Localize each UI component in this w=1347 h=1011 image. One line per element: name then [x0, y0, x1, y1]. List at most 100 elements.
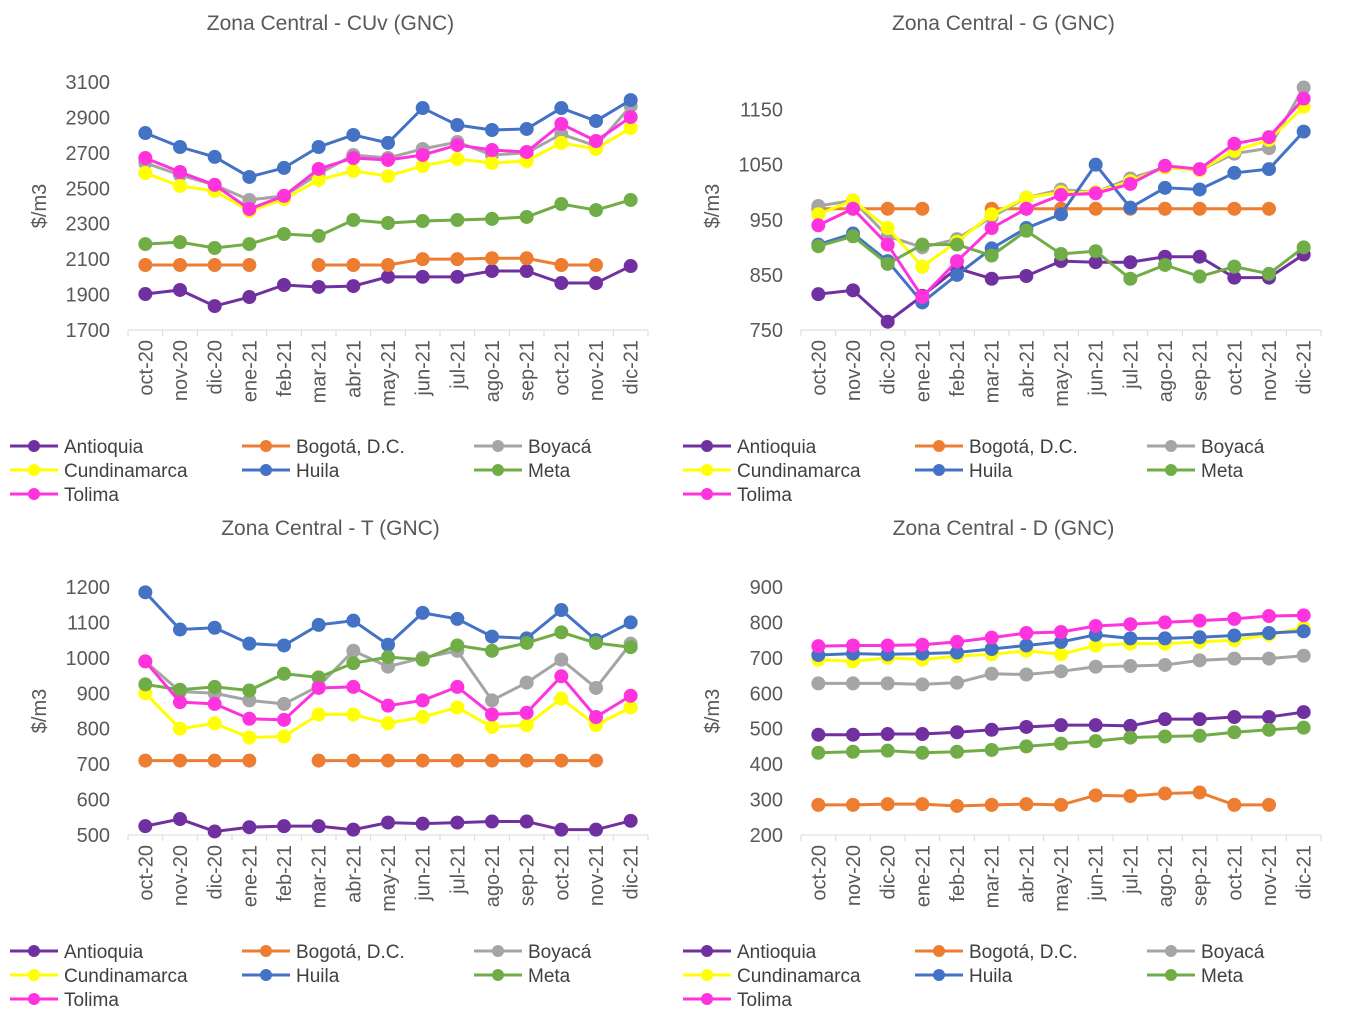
- data-point: [277, 666, 291, 681]
- data-point: [381, 216, 395, 231]
- data-point: [1227, 201, 1242, 216]
- data-point: [1192, 249, 1207, 264]
- x-tick-label: oct-20: [808, 340, 830, 396]
- data-point: [450, 611, 465, 626]
- legend-marker: [1165, 440, 1177, 452]
- data-point: [173, 257, 187, 272]
- data-point: [880, 727, 895, 742]
- data-point: [880, 797, 895, 812]
- legend-marker: [1165, 969, 1177, 981]
- x-tick-label: ago-21: [482, 845, 504, 907]
- data-point: [1262, 162, 1276, 177]
- data-point: [450, 252, 465, 267]
- y-axis-label: $/m3: [29, 689, 51, 733]
- y-tick-label: 1050: [739, 155, 784, 177]
- legend-label: Bogotá, D.C.: [969, 942, 1078, 963]
- data-point: [984, 797, 999, 812]
- x-tick-label: sep-21: [1190, 340, 1212, 401]
- x-tick-label: ene-21: [239, 845, 261, 907]
- data-point: [1054, 736, 1068, 751]
- x-tick-label: dic-21: [1294, 340, 1316, 394]
- data-point: [1192, 728, 1207, 743]
- data-point: [346, 643, 361, 658]
- legend-entry: Cundinamarca: [683, 461, 861, 482]
- legend-label: Meta: [528, 461, 571, 482]
- data-point: [242, 636, 257, 651]
- data-point: [311, 257, 326, 272]
- data-point: [242, 202, 257, 217]
- data-point: [554, 669, 569, 684]
- data-point: [415, 269, 430, 284]
- x-tick-label: dic-20: [878, 845, 900, 899]
- data-point: [846, 638, 860, 653]
- data-point: [589, 822, 603, 837]
- data-point: [1123, 617, 1138, 632]
- data-point: [242, 730, 257, 745]
- x-tick-label: ene-21: [239, 340, 261, 402]
- data-point: [846, 797, 860, 812]
- data-point: [450, 815, 465, 830]
- data-point: [1227, 270, 1242, 285]
- x-tick-label: dic-20: [205, 845, 227, 899]
- data-point: [311, 161, 326, 176]
- data-point: [1088, 157, 1103, 172]
- data-point: [311, 617, 326, 632]
- legend-label: Antioquia: [64, 942, 144, 963]
- x-tick-label: sep-21: [517, 340, 539, 401]
- data-point: [519, 264, 534, 279]
- data-point: [519, 705, 534, 720]
- x-tick-label: ago-21: [1155, 845, 1177, 907]
- x-tick-label: ene-21: [912, 340, 934, 402]
- data-point: [381, 169, 395, 184]
- data-point: [1192, 653, 1207, 668]
- legend-entry: Huila: [242, 461, 340, 482]
- data-point: [277, 729, 291, 744]
- x-tick-label: dic-20: [205, 340, 227, 394]
- data-point: [381, 659, 395, 674]
- data-point: [311, 172, 326, 187]
- data-point: [138, 753, 153, 768]
- data-point: [1227, 611, 1242, 626]
- data-point: [1019, 626, 1034, 641]
- legend-entry: Bogotá, D.C.: [242, 942, 405, 963]
- data-point: [381, 815, 395, 830]
- data-point: [519, 718, 534, 733]
- data-point: [485, 707, 499, 722]
- x-tick-label: mar-21: [982, 845, 1004, 908]
- legend-label: Bogotá, D.C.: [969, 437, 1078, 458]
- data-point: [138, 585, 153, 600]
- data-point: [277, 696, 291, 711]
- data-point: [984, 630, 999, 645]
- data-point: [242, 169, 257, 184]
- y-tick-label: 600: [77, 790, 110, 812]
- legend-marker: [260, 945, 272, 957]
- x-tick-label: dic-21: [1294, 845, 1316, 899]
- data-point: [485, 251, 499, 266]
- y-tick-label: 1150: [740, 100, 783, 122]
- data-point: [1123, 631, 1138, 646]
- data-point: [1227, 797, 1242, 812]
- data-point: [623, 700, 638, 715]
- data-point: [415, 252, 430, 267]
- data-point: [1296, 720, 1311, 735]
- y-tick-label: 1100: [67, 612, 110, 634]
- legend-entry: Meta: [1147, 461, 1244, 482]
- data-point: [811, 287, 826, 302]
- legend-marker: [260, 440, 272, 452]
- data-point: [1158, 631, 1172, 646]
- data-point: [1019, 739, 1034, 754]
- data-point: [277, 712, 291, 727]
- x-tick-label: oct-20: [808, 845, 830, 901]
- x-tick-label: jun-21: [413, 845, 435, 902]
- data-point: [880, 743, 895, 758]
- x-tick-label: oct-21: [1224, 845, 1246, 901]
- legend-entry: Boyacá: [474, 942, 592, 963]
- legend-entry: Bogotá, D.C.: [915, 437, 1078, 458]
- data-point: [915, 745, 930, 760]
- data-point: [415, 214, 430, 229]
- legend-label: Huila: [296, 966, 340, 987]
- data-point: [1158, 257, 1172, 272]
- data-point: [519, 635, 534, 650]
- y-tick-label: 500: [77, 825, 110, 847]
- data-point: [1227, 628, 1242, 643]
